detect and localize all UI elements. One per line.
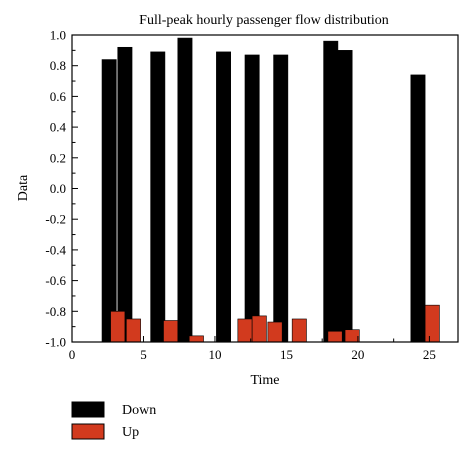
up-bar — [424, 304, 440, 343]
up-bar — [126, 318, 141, 343]
x-tick-label: 10 — [208, 347, 221, 362]
y-tick-label: 0.0 — [50, 181, 66, 196]
chart-title: Full-peak hourly passenger flow distribu… — [139, 13, 389, 28]
x-tick-label: 5 — [140, 347, 147, 362]
x-axis-label: Time — [250, 373, 279, 388]
up-bar — [110, 310, 126, 343]
down-bar — [117, 46, 133, 343]
x-tick-label: 15 — [280, 347, 293, 362]
down-bar — [216, 51, 231, 343]
up-bar — [327, 330, 343, 343]
down-bar — [177, 37, 193, 343]
up-bar — [267, 321, 283, 343]
down-bar — [101, 59, 117, 343]
legend-label-up: Up — [122, 425, 139, 440]
y-tick-label: -0.6 — [45, 273, 66, 288]
y-tick-label: 0.8 — [50, 58, 66, 73]
down-series-bars — [101, 37, 426, 343]
y-axis-ticks: 1.0 0.8 0.6 0.4 0.2 0.0 -0.2 -0.4 -0.6 -0.8 -1.0 — [45, 28, 78, 350]
y-tick-label: 0.2 — [50, 150, 66, 165]
legend-swatch-up — [71, 423, 105, 440]
y-tick-label: 0.4 — [50, 120, 67, 135]
legend-label-down: Down — [122, 403, 156, 418]
y-tick-label: 1.0 — [50, 28, 66, 43]
legend-swatch-down — [71, 401, 105, 418]
y-tick-label: 0.6 — [50, 89, 67, 104]
up-bar — [237, 318, 253, 343]
y-tick-label: -0.4 — [45, 242, 66, 257]
y-tick-label: -0.8 — [45, 304, 66, 319]
up-bar — [344, 329, 360, 343]
legend: Down Up — [71, 401, 156, 440]
up-series-bars — [110, 304, 440, 343]
up-bar — [163, 320, 179, 343]
down-bar — [337, 50, 353, 343]
up-bar — [291, 318, 307, 343]
up-bar — [251, 315, 267, 343]
x-tick-label: 20 — [351, 347, 364, 362]
down-bar — [150, 51, 166, 343]
down-bar — [323, 40, 339, 343]
y-axis-label: Data — [16, 174, 31, 201]
up-bar — [188, 335, 204, 343]
down-bar — [244, 54, 260, 343]
down-bar — [410, 74, 426, 343]
y-tick-label: -0.2 — [45, 212, 66, 227]
down-bar — [273, 54, 289, 343]
x-tick-label: 0 — [69, 347, 76, 362]
x-axis-ticks: 0 5 10 15 20 25 — [69, 336, 436, 362]
y-tick-label: -1.0 — [45, 335, 66, 350]
x-tick-label: 25 — [423, 347, 436, 362]
